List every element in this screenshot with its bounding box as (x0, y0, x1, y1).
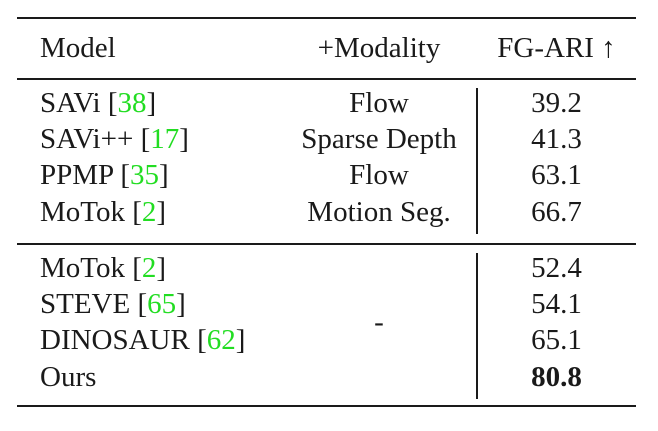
group-2-modality: - (374, 306, 384, 338)
citation-link[interactable]: 35 (130, 159, 160, 191)
table-row-model: DINOSAUR [62] (40, 324, 246, 356)
table-row-score: 52.4 (531, 252, 582, 284)
header-rule (17, 78, 636, 80)
citation-link[interactable]: 2 (141, 252, 157, 284)
column-divider (476, 253, 478, 399)
table-row-model: PPMP [35] (40, 159, 169, 191)
table-row-score: 66.7 (531, 196, 582, 228)
table-row-modality: Flow (349, 87, 409, 119)
bottom-rule (17, 405, 636, 407)
table-row-modality: Motion Seg. (307, 196, 451, 228)
citation-link[interactable]: 62 (206, 324, 236, 356)
citation-link[interactable]: 38 (117, 87, 147, 119)
citation-link[interactable]: 2 (141, 196, 157, 228)
group-rule (17, 243, 636, 245)
top-rule (17, 17, 636, 19)
table-row-score-best: 80.8 (531, 361, 582, 393)
column-divider (476, 88, 478, 234)
table-row-score: 63.1 (531, 159, 582, 191)
table-row-model: SAVi [38] (40, 87, 157, 119)
citation-link[interactable]: 65 (147, 288, 177, 320)
table-row-score: 41.3 (531, 123, 582, 155)
table-row-model: SAVi++ [17] (40, 123, 189, 155)
table-row-modality: Sparse Depth (301, 123, 457, 155)
table-row-score: 54.1 (531, 288, 582, 320)
table-row-modality: Flow (349, 159, 409, 191)
table-row-model: MoTok [2] (40, 252, 167, 284)
table-row-model: Ours (40, 361, 97, 393)
citation-link[interactable]: 17 (150, 123, 180, 155)
header-modality: +Modality (317, 32, 441, 64)
header-model: Model (40, 32, 116, 64)
table-row-model: MoTok [2] (40, 196, 167, 228)
table-row-score: 65.1 (531, 324, 582, 356)
table-row-model: STEVE [65] (40, 288, 186, 320)
table-row-score: 39.2 (531, 87, 582, 119)
header-metric: FG-ARI ↑ (497, 32, 616, 64)
